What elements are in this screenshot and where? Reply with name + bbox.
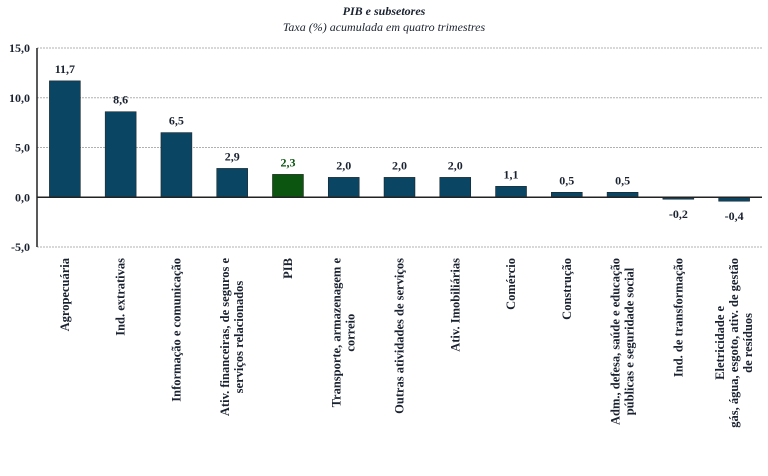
x-tick-label: PIB (281, 258, 295, 279)
bar (327, 177, 360, 198)
x-tick-label: Transporte, armazenagem e correio (330, 258, 358, 408)
svg-text:de resíduos: de resíduos (741, 313, 755, 373)
x-tick-label: Informação e comunicação (169, 258, 183, 402)
x-tick-label: Comércio (504, 258, 518, 310)
svg-text:Transporte, armazenagem e: Transporte, armazenagem e (330, 258, 344, 408)
data-label: 2,9 (225, 149, 240, 163)
x-tick-label: Ind. de transformação (671, 258, 685, 377)
data-label: 2,0 (336, 158, 351, 172)
x-tick-label: Ind. extrativas (114, 258, 128, 336)
bar (272, 174, 304, 198)
data-label: 8,6 (113, 93, 128, 107)
svg-text:Eletricidade e: Eletricidade e (713, 305, 727, 379)
bar (49, 80, 81, 198)
bar (439, 177, 472, 198)
bar (104, 111, 137, 198)
svg-text:Outras atividades de serviços: Outras atividades de serviços (393, 258, 407, 414)
data-label: 2,3 (280, 155, 295, 169)
data-label: 2,0 (448, 158, 463, 172)
svg-text:Agropecuária: Agropecuária (58, 257, 72, 331)
bar (216, 168, 248, 198)
bar (495, 186, 527, 198)
svg-text:públicas e seguridade social: públicas e seguridade social (623, 267, 637, 415)
svg-text:Ativ. financeiras, de seguros: Ativ. financeiras, de seguros e (218, 258, 232, 417)
data-label: 1,1 (504, 167, 519, 181)
bar (160, 132, 193, 198)
y-tick-label: 10,0 (9, 91, 30, 105)
svg-text:Adm., defesa, saúde e educação: Adm., defesa, saúde e educação (609, 258, 623, 425)
data-label: -0,4 (725, 209, 744, 223)
y-tick-label: -5,0 (11, 240, 30, 254)
data-label: 6,5 (169, 114, 184, 128)
y-tick-label: 0,0 (15, 190, 30, 204)
y-tick-label: 15,0 (9, 41, 30, 55)
x-tick-label: Outras atividades de serviços (393, 258, 407, 414)
svg-text:Ativ. Imobiliárias: Ativ. Imobiliárias (448, 258, 462, 352)
data-label: 0,5 (559, 173, 574, 187)
x-tick-label: Ativ. financeiras, de seguros e serviços … (218, 258, 246, 417)
svg-text:Construção: Construção (560, 258, 574, 320)
data-label: 2,0 (392, 158, 407, 172)
bar (383, 177, 416, 198)
svg-text:Ind. extrativas: Ind. extrativas (114, 258, 128, 336)
data-label: 11,7 (55, 62, 75, 76)
x-tick-label: Construção (560, 258, 574, 320)
svg-text:Ind. de transformação: Ind. de transformação (671, 258, 685, 377)
svg-text:Comércio: Comércio (504, 258, 518, 310)
svg-text:PIB: PIB (281, 258, 295, 279)
x-tick-label: Adm., defesa, saúde e educação públicas e… (609, 258, 637, 425)
svg-text:gás, água, esgoto, ativ. de ge: gás, água, esgoto, ativ. de gestão (727, 258, 741, 428)
x-tick-label: Eletricidade e gás, água, esgoto, ativ. d… (713, 258, 755, 428)
data-label: -0,2 (669, 207, 688, 221)
x-tick-label: Ativ. Imobiliárias (448, 258, 462, 352)
svg-text:correio: correio (344, 314, 358, 352)
chart-title: PIB e subsetores (343, 4, 426, 18)
svg-text:serviços relacionados: serviços relacionados (232, 281, 246, 394)
x-tick-label: Agropecuária (58, 257, 72, 331)
data-label: 0,5 (615, 173, 630, 187)
svg-text:Informação e comunicação: Informação e comunicação (169, 258, 183, 402)
chart-subtitle: Taxa (%) acumulada em quatro trimestres (283, 20, 486, 34)
y-tick-label: 5,0 (15, 141, 30, 155)
